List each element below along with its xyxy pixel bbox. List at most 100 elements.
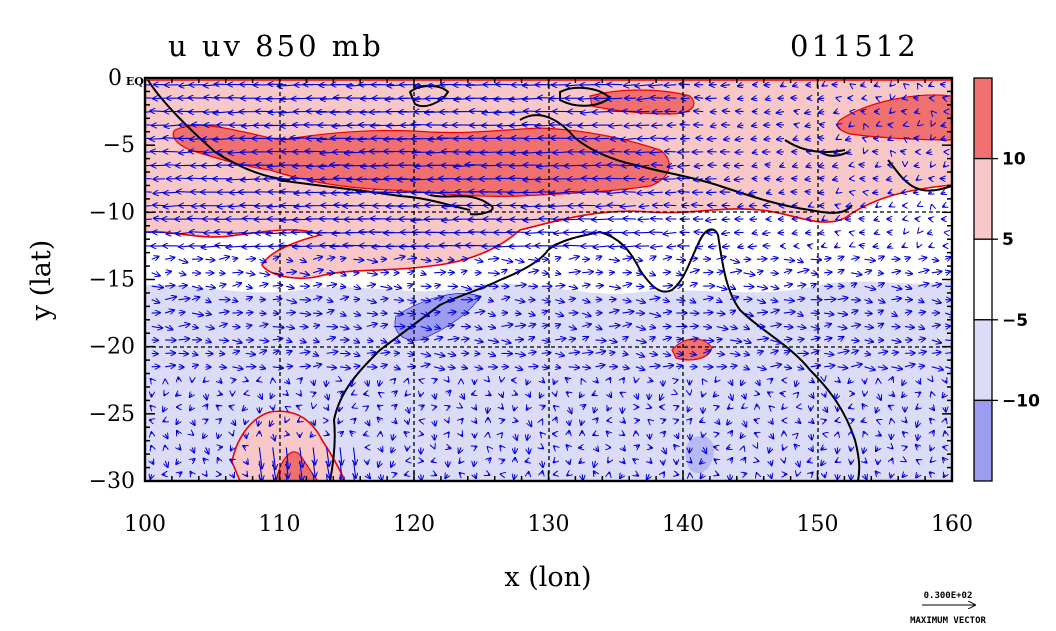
wind-vector <box>738 98 744 99</box>
wind-vector <box>501 433 502 434</box>
wind-vector <box>434 327 440 329</box>
wind-vector <box>757 487 758 488</box>
reference-vector-label: MAXIMUM VECTOR <box>910 616 986 626</box>
wind-vector <box>205 327 214 329</box>
wind-vector <box>904 286 911 288</box>
wind-vector <box>819 192 824 193</box>
wind-vector <box>608 340 617 342</box>
wind-vector <box>487 313 495 316</box>
wind-vector <box>312 257 322 260</box>
wind-vector <box>649 337 654 340</box>
wind-vector <box>474 340 483 342</box>
wind-vector <box>784 498 786 501</box>
wind-vector <box>945 367 952 370</box>
wind-vector <box>514 325 525 326</box>
wind-vector <box>218 340 228 341</box>
wind-vector <box>903 98 905 99</box>
wind-vector <box>875 85 878 86</box>
wind-vector <box>245 325 252 326</box>
wind-vector <box>918 488 921 490</box>
wind-vector <box>420 353 430 355</box>
wind-vector <box>353 340 359 343</box>
wind-vector <box>582 138 596 139</box>
wind-vector <box>864 327 873 328</box>
wind-vector <box>796 501 797 502</box>
chart-date-label: 011512 <box>790 29 919 63</box>
wind-vector <box>380 286 391 288</box>
wind-vector <box>595 256 602 259</box>
wind-vector <box>918 283 928 286</box>
wind-vector <box>662 285 672 286</box>
wind-vector <box>647 488 650 489</box>
wind-vector <box>581 300 589 303</box>
wind-vector <box>178 285 187 286</box>
wind-vector <box>514 367 522 370</box>
wind-vector <box>245 312 253 313</box>
wind-vector <box>178 324 190 326</box>
wind-vector <box>905 257 910 259</box>
wind-vector <box>622 258 631 260</box>
wind-vector <box>205 259 215 260</box>
wind-vector <box>819 112 824 113</box>
wind-vector <box>312 364 321 367</box>
wind-vector <box>707 192 717 193</box>
wind-vector <box>259 284 267 286</box>
wind-vector <box>864 313 872 314</box>
wind-vector <box>621 487 622 488</box>
wind-vector <box>941 192 945 194</box>
wind-vector <box>340 286 345 287</box>
wind-vector <box>703 272 712 273</box>
colorbar-segment <box>973 319 993 402</box>
wind-vector <box>595 285 603 286</box>
wind-vector <box>851 340 859 341</box>
wind-vector <box>918 339 925 340</box>
y-tick-label: −5 <box>103 133 135 158</box>
wind-vector <box>915 165 919 166</box>
wind-vector <box>756 271 763 273</box>
wind-vector <box>380 488 382 490</box>
wind-vector <box>331 246 354 247</box>
wind-vector <box>595 327 602 330</box>
wind-vector <box>851 300 860 301</box>
wind-vector <box>904 232 905 233</box>
wind-vector <box>514 313 521 314</box>
wind-vector <box>474 327 482 330</box>
wind-vector <box>421 273 426 275</box>
wind-vector <box>878 324 883 327</box>
wind-vector <box>716 313 725 314</box>
wind-vector <box>394 485 395 488</box>
wind-vector <box>834 112 838 113</box>
wind-vector <box>902 192 905 193</box>
wind-vector <box>931 300 941 303</box>
wind-vector <box>218 353 224 354</box>
wind-vector <box>286 366 292 367</box>
wind-vector <box>485 501 488 502</box>
wind-vector <box>730 311 735 313</box>
wind-vector <box>716 327 728 330</box>
wind-vector <box>286 434 289 435</box>
wind-vector <box>708 138 717 139</box>
x-axis-label: x (lon) <box>504 562 591 593</box>
wind-vector <box>766 98 771 99</box>
wind-vector <box>608 165 623 166</box>
wind-vector <box>340 488 342 510</box>
wind-vector <box>367 461 368 464</box>
wind-vector <box>286 340 291 342</box>
wind-vector <box>676 339 681 340</box>
wind-vector <box>864 259 875 260</box>
wind-vector <box>864 286 876 289</box>
y-tick-label: −10 <box>89 200 135 225</box>
wind-vector <box>364 394 367 395</box>
wind-vector <box>783 259 794 260</box>
wind-vector <box>835 246 838 247</box>
wind-vector <box>179 488 181 490</box>
wind-vector <box>259 259 265 262</box>
wind-vector <box>723 111 731 112</box>
wind-vector <box>487 340 498 342</box>
wind-vector <box>165 257 174 259</box>
wind-vector <box>743 340 751 343</box>
wind-vector <box>702 499 703 501</box>
wind-vector <box>232 272 242 273</box>
wind-vector <box>272 351 279 354</box>
wind-vector <box>568 271 580 272</box>
